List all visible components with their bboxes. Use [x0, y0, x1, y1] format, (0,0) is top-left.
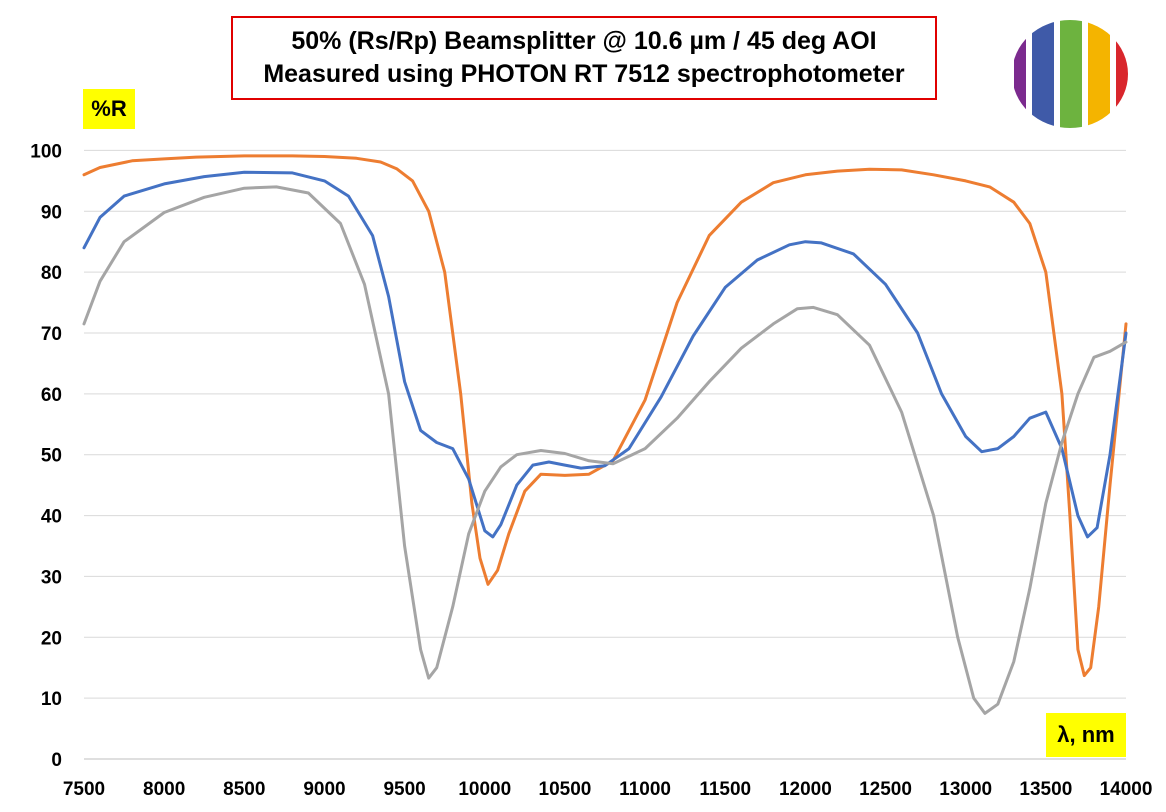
series-lines: [82, 154, 1128, 715]
spectral-stripes-logo-icon: [1014, 20, 1128, 128]
x-tick-label: 8000: [143, 779, 185, 800]
y-axis-label: %R: [83, 89, 135, 129]
y-tick-label: 0: [51, 750, 62, 771]
x-axis-label: λ, nm: [1046, 713, 1126, 757]
logo-stripe: [1116, 20, 1128, 128]
x-tick-label: 11000: [619, 779, 671, 800]
chart-subtitle: Measured using PHOTON RT 7512 spectropho…: [263, 60, 905, 88]
x-tick-label: 8500: [223, 779, 265, 800]
x-tick-label: 10000: [458, 779, 511, 800]
y-tick-label: 70: [41, 324, 62, 345]
y-tick-label: 40: [41, 507, 62, 528]
y-tick-label: 90: [41, 202, 62, 223]
grid-lines: [84, 149, 1126, 760]
y-tick-label: 30: [41, 567, 62, 588]
chart-title: 50% (Rs/Rp) Beamsplitter @ 10.6 µm / 45 …: [291, 27, 877, 55]
x-tick-label: 7500: [63, 779, 105, 800]
series-line-3: [82, 185, 1128, 715]
x-tick-label: 14000: [1100, 779, 1153, 800]
y-tick-labels: 0 10 20 30 40 50 60 70 80 90 100: [30, 141, 62, 771]
x-tick-label: 10500: [539, 779, 592, 800]
y-tick-label: 50: [41, 446, 62, 467]
x-tick-labels: 7500 8000 8500 9000 9500 10000 10500 11000 11500…: [63, 779, 1153, 800]
x-tick-label: 12500: [859, 779, 912, 800]
chart-title-box: 50% (Rs/Rp) Beamsplitter @ 10.6 µm / 45 …: [231, 16, 937, 100]
x-tick-label: 13000: [939, 779, 992, 800]
y-tick-label: 100: [30, 141, 62, 162]
logo-stripe: [1060, 20, 1082, 128]
x-tick-label: 13500: [1019, 779, 1072, 800]
series-line-1: [82, 154, 1128, 678]
x-tick-label: 9500: [383, 779, 425, 800]
y-tick-label: 10: [41, 689, 62, 710]
y-tick-label: 60: [41, 385, 62, 406]
x-tick-label: 11500: [699, 779, 751, 800]
logo-stripe: [1088, 20, 1110, 128]
logo-stripe: [1014, 20, 1026, 128]
logo-stripe: [1032, 20, 1054, 128]
series-line-2: [82, 170, 1128, 539]
x-tick-label: 12000: [779, 779, 832, 800]
x-tick-label: 9000: [303, 779, 345, 800]
y-tick-label: 20: [41, 628, 62, 649]
y-tick-label: 80: [41, 263, 62, 284]
